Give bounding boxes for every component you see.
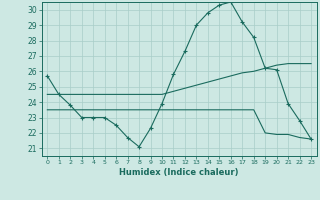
X-axis label: Humidex (Indice chaleur): Humidex (Indice chaleur)	[119, 168, 239, 177]
